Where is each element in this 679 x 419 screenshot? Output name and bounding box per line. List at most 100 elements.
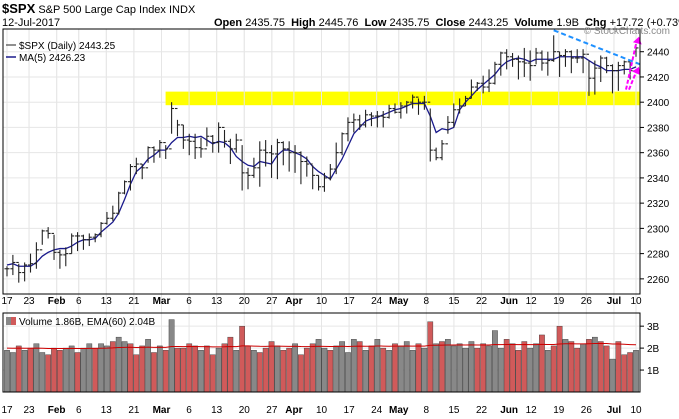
volume-bar bbox=[286, 347, 293, 393]
volume-bar bbox=[480, 343, 487, 393]
ohlc-bar bbox=[174, 107, 180, 137]
volume-bar bbox=[262, 347, 269, 393]
volume-bar bbox=[556, 325, 563, 393]
volume-bar bbox=[550, 345, 557, 393]
ohlc-bar bbox=[298, 151, 304, 185]
ohlc-bar bbox=[380, 111, 386, 128]
ohlc-bar bbox=[286, 141, 292, 172]
high-value: 2445.76 bbox=[318, 17, 359, 29]
volume-tick-label: 2B bbox=[647, 344, 660, 355]
volume-bar bbox=[92, 347, 99, 393]
ohlc-bar bbox=[404, 100, 410, 114]
header-symbol-line: $SPX S&P 500 Large Cap Index INDX bbox=[2, 1, 195, 16]
price-tick-label: 2400 bbox=[647, 98, 670, 109]
x-tick-label: Mar bbox=[153, 296, 171, 307]
price-tick-label: 2420 bbox=[647, 73, 670, 84]
low-value: 2435.75 bbox=[389, 17, 430, 29]
ohlc-bar bbox=[504, 49, 510, 70]
ohlc-bar bbox=[515, 55, 521, 80]
volume-bar bbox=[433, 343, 439, 393]
ohlc-bar bbox=[321, 172, 327, 192]
volume-bar bbox=[386, 350, 392, 393]
ohlc-bar bbox=[216, 122, 222, 153]
ohlc-bar bbox=[28, 253, 34, 273]
legends: $SPX (Daily) 2443.25 MA(5) 2426.23 Volum… bbox=[6, 41, 156, 328]
volume-bar bbox=[439, 341, 445, 393]
watermark: © StockCharts.com bbox=[584, 26, 670, 37]
ohlc-bar bbox=[4, 266, 10, 277]
ohlc-bar bbox=[75, 232, 81, 252]
volume-bar bbox=[333, 345, 340, 393]
volume-bar bbox=[574, 347, 581, 393]
x-tick-label: 22 bbox=[476, 405, 488, 416]
volume-bar bbox=[315, 339, 322, 393]
ohlc-bar bbox=[127, 164, 133, 191]
ohlc-bar bbox=[51, 232, 57, 260]
volume-legend-swatch-up bbox=[6, 317, 11, 325]
ohlc-bar bbox=[457, 98, 463, 114]
ohlc-bar bbox=[239, 139, 245, 191]
chg-label: Chg bbox=[585, 17, 607, 29]
ohlc-bar bbox=[227, 138, 233, 165]
ohlc-bar bbox=[398, 102, 404, 119]
ohlc-bar bbox=[386, 104, 392, 119]
volume-bar bbox=[586, 339, 592, 393]
x-tick-label: Jul bbox=[607, 296, 622, 307]
x-tick-label: 23 bbox=[24, 405, 36, 416]
volume-bar bbox=[4, 350, 10, 393]
volume-bar bbox=[215, 347, 222, 393]
ohlc-bar bbox=[110, 205, 116, 221]
volume-bar bbox=[497, 347, 504, 393]
volume-bar bbox=[180, 347, 187, 393]
ohlc-bar bbox=[609, 64, 615, 94]
volume-bar bbox=[597, 341, 604, 393]
volume-bar bbox=[280, 350, 287, 393]
ohlc-bar bbox=[486, 69, 492, 93]
volume-bar bbox=[609, 358, 616, 393]
ohlc-bar bbox=[451, 103, 457, 128]
x-tick-label: Jul bbox=[607, 405, 622, 416]
ohlc-bar bbox=[257, 141, 263, 187]
ohlc-bar bbox=[498, 51, 504, 76]
x-tick-label: 17 bbox=[1, 405, 13, 416]
open-label: Open bbox=[214, 17, 243, 29]
volume-bar bbox=[450, 345, 457, 393]
volume-bar bbox=[374, 339, 381, 393]
volume-bar bbox=[445, 339, 451, 393]
x-tick-label: 17 bbox=[1, 296, 13, 307]
x-tick-label: 27 bbox=[266, 405, 278, 416]
ohlc-bar bbox=[521, 47, 527, 77]
ohlc-bar bbox=[598, 55, 604, 82]
x-tick-label: 17 bbox=[344, 296, 356, 307]
ohlc-bar bbox=[233, 133, 239, 153]
volume-bar bbox=[527, 347, 534, 393]
volume-tick-label: 1B bbox=[647, 366, 660, 377]
x-tick-label: 10 bbox=[316, 405, 328, 416]
volume-bar bbox=[562, 339, 569, 393]
volume-bar bbox=[51, 347, 57, 393]
ohlc-bar bbox=[263, 140, 269, 167]
x-tick-label: 10 bbox=[630, 405, 642, 416]
ohlc-bar bbox=[98, 222, 104, 238]
ohlc-bar bbox=[345, 117, 351, 142]
ohlc-bar bbox=[421, 95, 427, 110]
volume-bar bbox=[192, 345, 198, 393]
ohlc-bar bbox=[327, 164, 333, 181]
volume-bar bbox=[356, 341, 363, 393]
volume-ema-line bbox=[6, 342, 637, 350]
price-tick-label: 2340 bbox=[647, 174, 670, 185]
x-tick-label: May bbox=[389, 405, 409, 416]
ohlc-bar bbox=[539, 50, 545, 71]
volume-bar bbox=[474, 347, 481, 393]
close-label: Close bbox=[435, 17, 466, 29]
x-tick-label: 15 bbox=[448, 405, 460, 416]
ohlc-bar bbox=[562, 49, 568, 67]
ohlc-bar bbox=[533, 47, 539, 67]
volume-bar bbox=[539, 334, 545, 393]
volume-bar bbox=[456, 343, 463, 393]
ohlc-bar bbox=[292, 145, 298, 173]
volume-bar bbox=[544, 350, 551, 393]
x-tick-label: Feb bbox=[48, 296, 66, 307]
ohlc-bar bbox=[392, 103, 398, 114]
volume-bar bbox=[168, 319, 175, 393]
